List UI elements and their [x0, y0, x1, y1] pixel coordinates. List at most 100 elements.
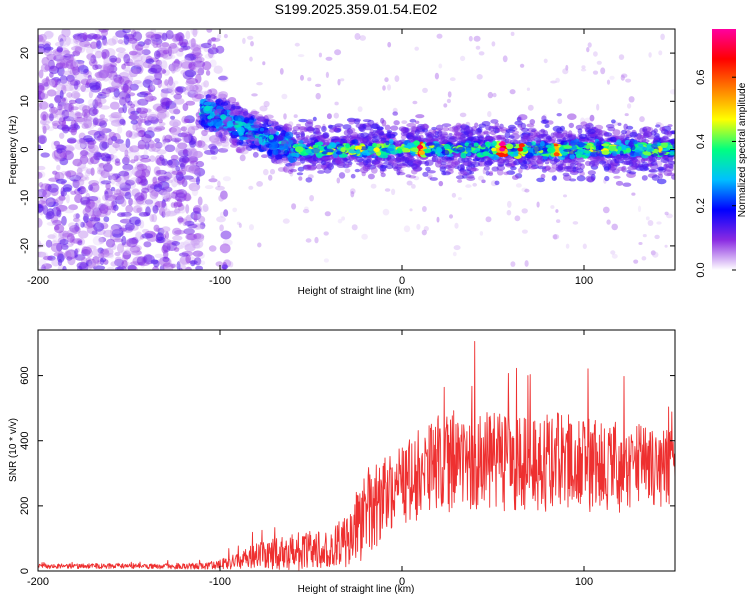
- heatmap-cell: [521, 208, 528, 214]
- heatmap-cell: [193, 59, 200, 67]
- heatmap-cell: [212, 141, 222, 145]
- heatmap-cell: [138, 176, 148, 186]
- colorbar-tick-label: 0.4: [695, 134, 707, 149]
- heatmap-cell: [73, 80, 79, 90]
- heatmap-cell: [123, 154, 130, 163]
- heatmap-cell: [94, 96, 102, 107]
- heatmap-cell: [101, 88, 112, 95]
- heatmap-cell: [315, 83, 322, 87]
- heatmap-cell: [348, 118, 355, 125]
- heatmap-cell: [59, 61, 66, 67]
- heatmap-cell: [171, 177, 178, 188]
- heatmap-cell: [426, 174, 433, 179]
- heatmap-cell: [641, 161, 649, 169]
- heatmap-cell: [59, 75, 68, 84]
- heatmap-cell: [338, 172, 346, 179]
- heatmap-cell: [655, 124, 661, 128]
- heatmap-cell: [499, 147, 506, 152]
- heatmap-cell: [96, 97, 107, 105]
- heatmap-cell: [213, 118, 223, 127]
- heatmap-cell: [382, 85, 386, 91]
- heatmap-cell: [136, 107, 149, 114]
- heatmap-cell: [293, 114, 298, 118]
- heatmap-cell: [321, 125, 327, 133]
- heatmap-cell: [182, 45, 191, 50]
- heatmap-cell: [40, 63, 51, 73]
- heatmap-cell: [101, 40, 109, 47]
- heatmap-cell: [401, 120, 408, 124]
- heatmap-cell: [191, 239, 204, 249]
- heatmap-cell: [305, 238, 312, 243]
- heatmap-cell: [479, 231, 484, 236]
- heatmap-cell: [650, 143, 658, 148]
- heatmap-cell: [305, 177, 313, 183]
- heatmap-cell: [334, 101, 339, 106]
- heatmap-cell: [129, 50, 138, 56]
- heatmap-cell: [38, 203, 44, 214]
- heatmap-cell: [536, 201, 540, 208]
- heatmap-cell: [660, 151, 667, 155]
- heatmap-cell: [161, 158, 168, 166]
- heatmap-cell: [162, 138, 171, 143]
- heatmap-cell: [563, 148, 572, 152]
- heatmap-cell: [123, 35, 130, 45]
- heatmap-cell: [217, 180, 221, 188]
- heatmap-cell: [195, 160, 205, 168]
- heatmap-cell: [431, 156, 437, 163]
- heatmap-cell: [648, 156, 654, 161]
- heatmap-cell: [113, 77, 125, 84]
- heatmap-cell: [416, 223, 421, 230]
- heatmap-cell: [97, 165, 104, 173]
- heatmap-cell: [359, 35, 367, 41]
- heatmap-cell: [483, 131, 492, 135]
- heatmap-cell: [135, 231, 143, 241]
- heatmap-cell: [88, 144, 99, 154]
- heatmap-cell: [220, 140, 230, 147]
- heatmap-cell: [112, 173, 121, 179]
- heatmap-cell: [126, 245, 138, 255]
- heatmap-cell: [470, 161, 481, 168]
- heatmap-cell: [515, 183, 522, 188]
- heatmap-cell: [81, 246, 93, 255]
- heatmap-cell: [172, 235, 183, 241]
- heatmap-cell: [343, 129, 351, 136]
- heatmap-cell: [202, 203, 209, 212]
- heatmap-cell: [88, 260, 99, 268]
- heatmap-cell: [660, 137, 666, 143]
- heatmap-cell: [54, 50, 67, 60]
- heatmap-cell: [415, 114, 425, 119]
- heatmap-cell: [625, 78, 632, 83]
- heatmap-cell: [203, 80, 210, 88]
- heatmap-cell: [315, 163, 323, 170]
- heatmap-cell: [165, 30, 174, 40]
- heatmap-cell: [436, 216, 440, 223]
- heatmap-cell: [130, 65, 142, 74]
- heatmap-cell: [277, 167, 286, 172]
- heatmap-cell: [139, 53, 145, 59]
- heatmap-cell: [184, 57, 191, 63]
- heatmap-cell: [204, 185, 214, 190]
- heatmap-cell: [451, 192, 457, 198]
- heatmap-cell: [170, 126, 179, 137]
- heatmap-cell: [126, 237, 138, 248]
- heatmap-cell: [289, 168, 297, 173]
- heatmap-cell: [356, 149, 361, 155]
- heatmap-cell: [185, 124, 197, 132]
- heatmap-cell: [424, 160, 430, 167]
- heatmap-cell: [438, 131, 448, 136]
- heatmap-cell: [478, 175, 484, 181]
- heatmap-cell: [335, 151, 343, 155]
- heatmap-cell: [598, 136, 604, 141]
- heatmap-cell: [384, 77, 389, 83]
- heatmap-cell: [90, 54, 97, 64]
- heatmap-cell: [125, 138, 131, 149]
- heatmap-cell: [119, 118, 126, 125]
- heatmap-cell: [556, 219, 561, 224]
- heatmap-cell: [58, 195, 66, 201]
- heatmap-cell: [590, 159, 600, 166]
- heatmap-cell: [38, 33, 47, 43]
- heatmap-cell: [223, 209, 229, 217]
- heatmap-cell: [439, 166, 446, 173]
- heatmap-cell: [105, 238, 116, 248]
- heatmap-cell: [97, 101, 103, 108]
